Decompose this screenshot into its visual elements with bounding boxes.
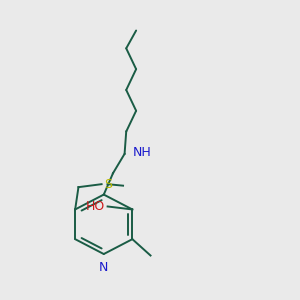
Text: HO: HO xyxy=(86,200,105,213)
Text: NH: NH xyxy=(133,146,152,159)
Text: N: N xyxy=(99,261,109,274)
Text: S: S xyxy=(104,178,112,191)
